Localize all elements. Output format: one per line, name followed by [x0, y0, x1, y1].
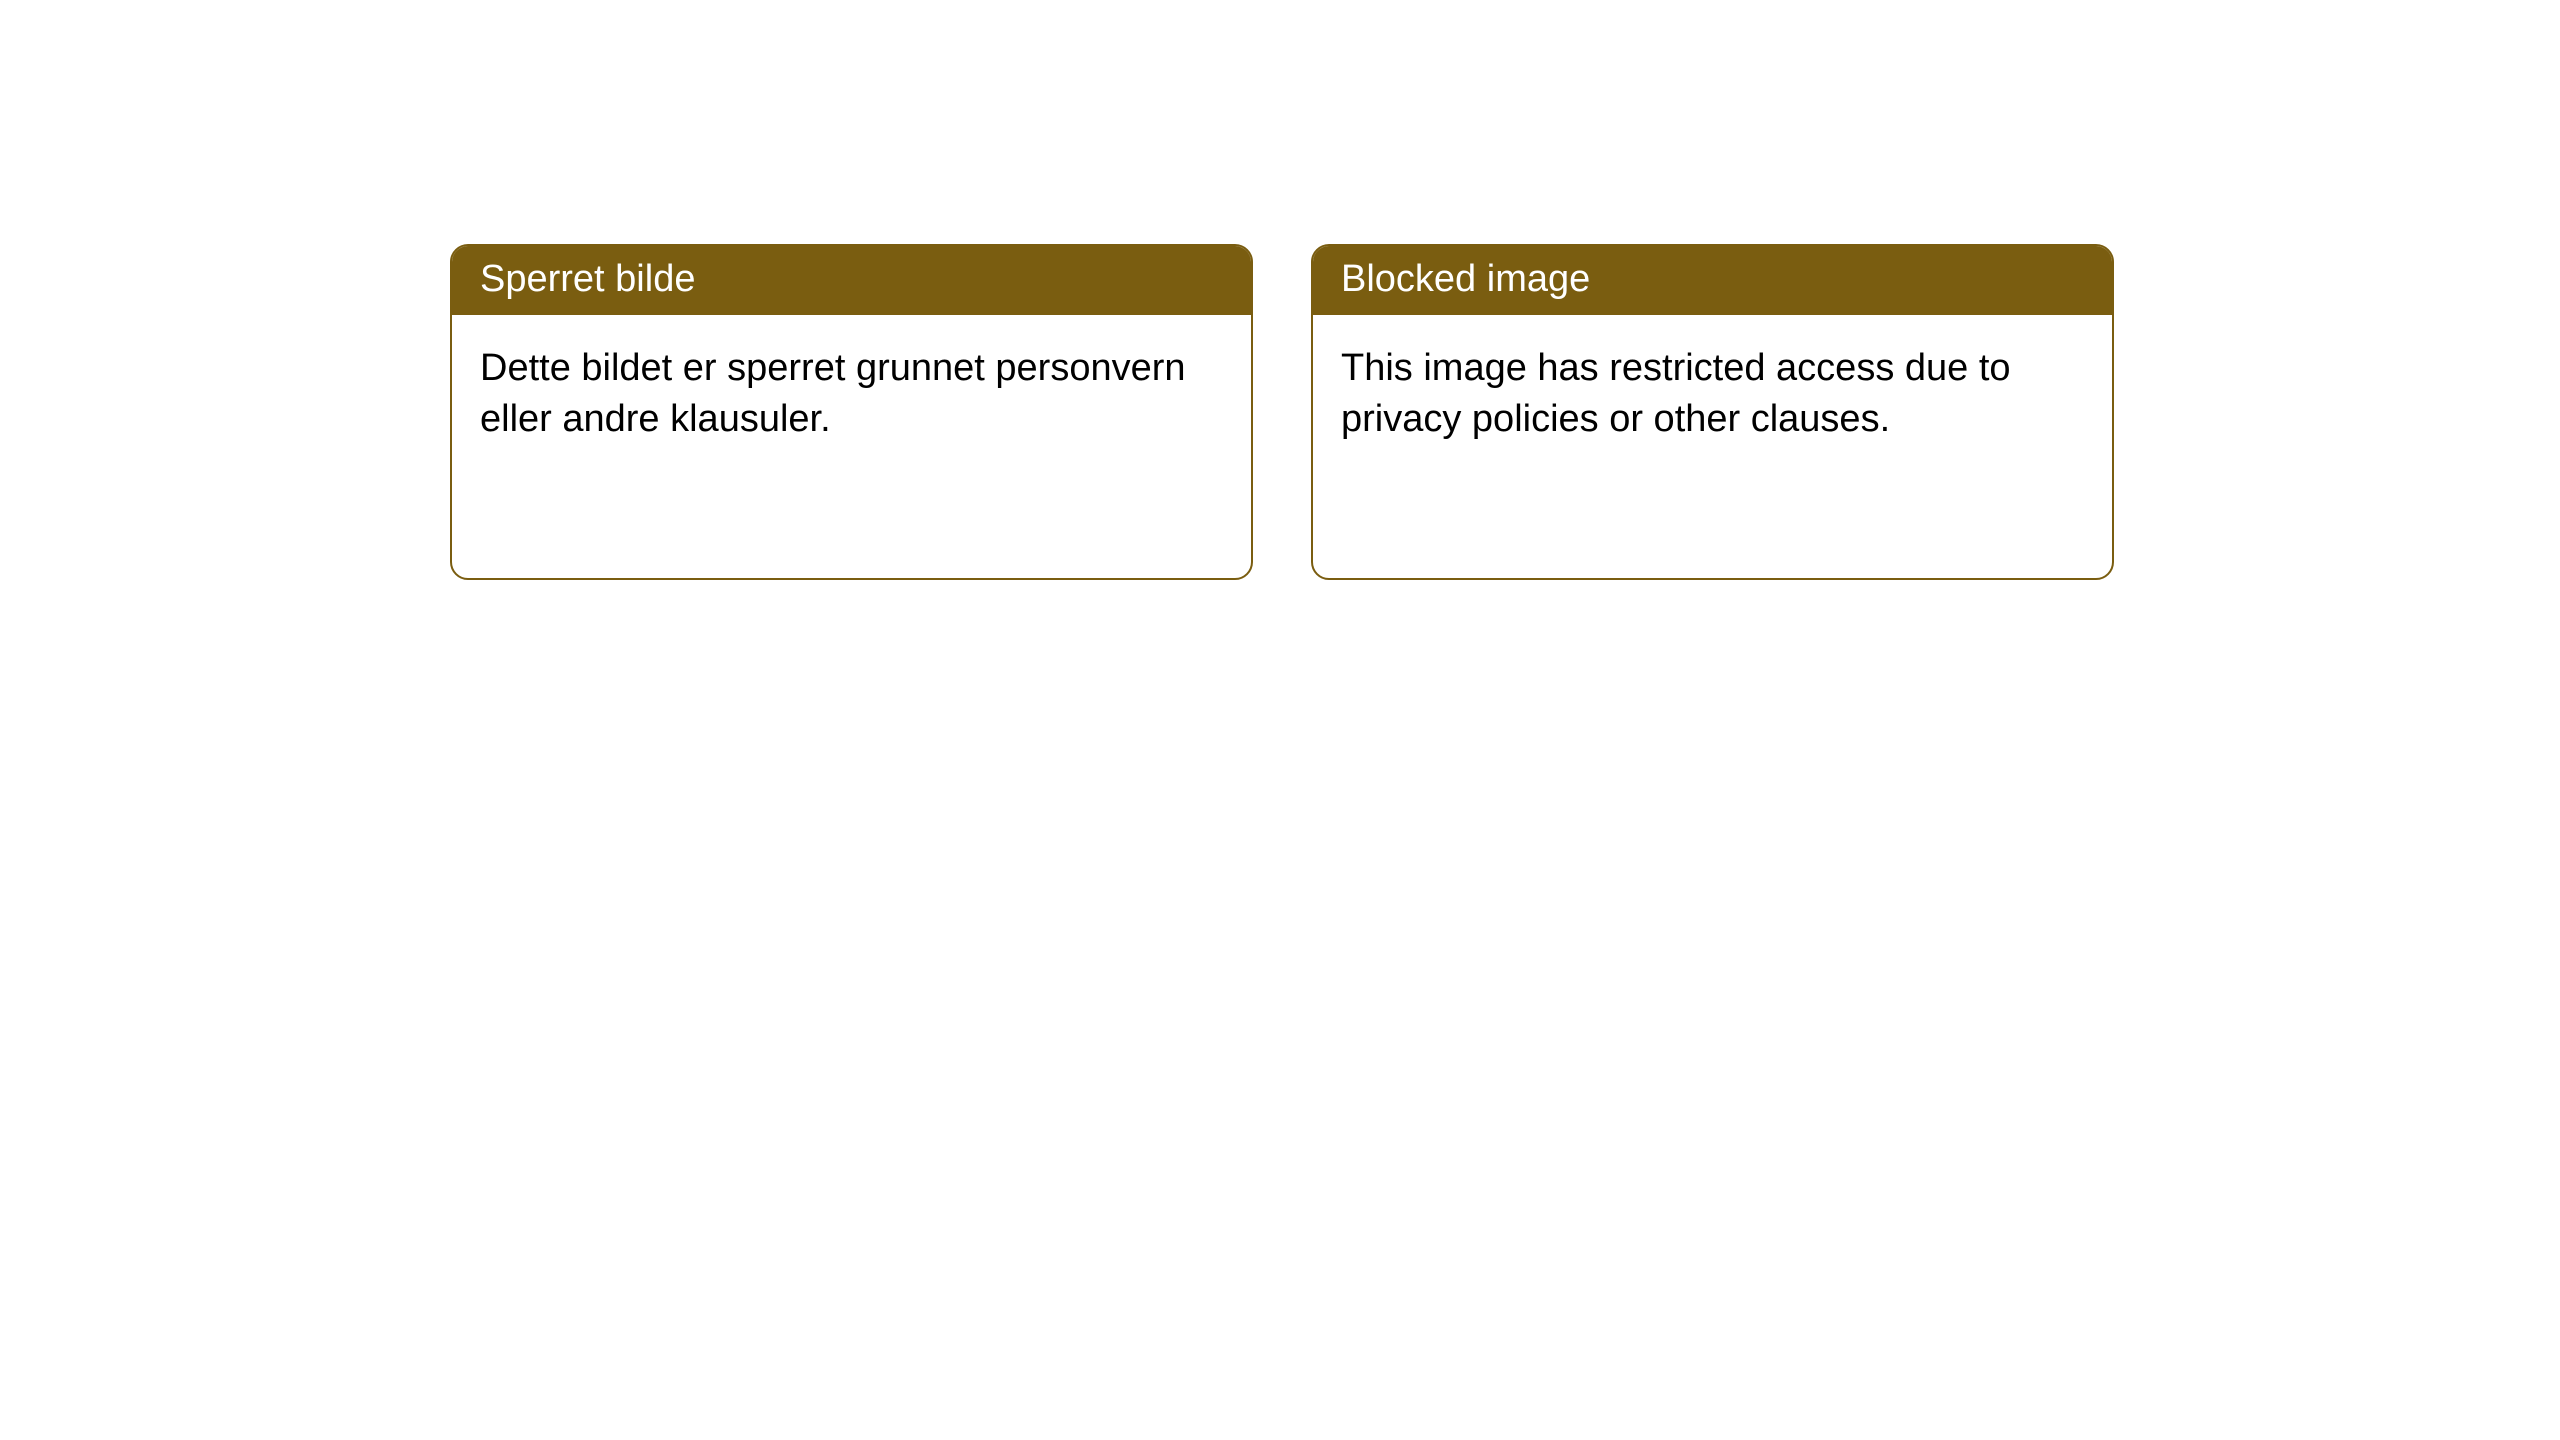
notice-header: Blocked image	[1313, 246, 2112, 315]
notice-header: Sperret bilde	[452, 246, 1251, 315]
notice-body: This image has restricted access due to …	[1313, 315, 2112, 474]
notice-container: Sperret bilde Dette bildet er sperret gr…	[0, 0, 2560, 580]
notice-title: Sperret bilde	[480, 258, 695, 300]
notice-message: Dette bildet er sperret grunnet personve…	[480, 347, 1186, 440]
notice-body: Dette bildet er sperret grunnet personve…	[452, 315, 1251, 474]
notice-card-norwegian: Sperret bilde Dette bildet er sperret gr…	[450, 244, 1253, 580]
notice-title: Blocked image	[1341, 258, 1590, 300]
notice-card-english: Blocked image This image has restricted …	[1311, 244, 2114, 580]
notice-message: This image has restricted access due to …	[1341, 347, 2011, 440]
